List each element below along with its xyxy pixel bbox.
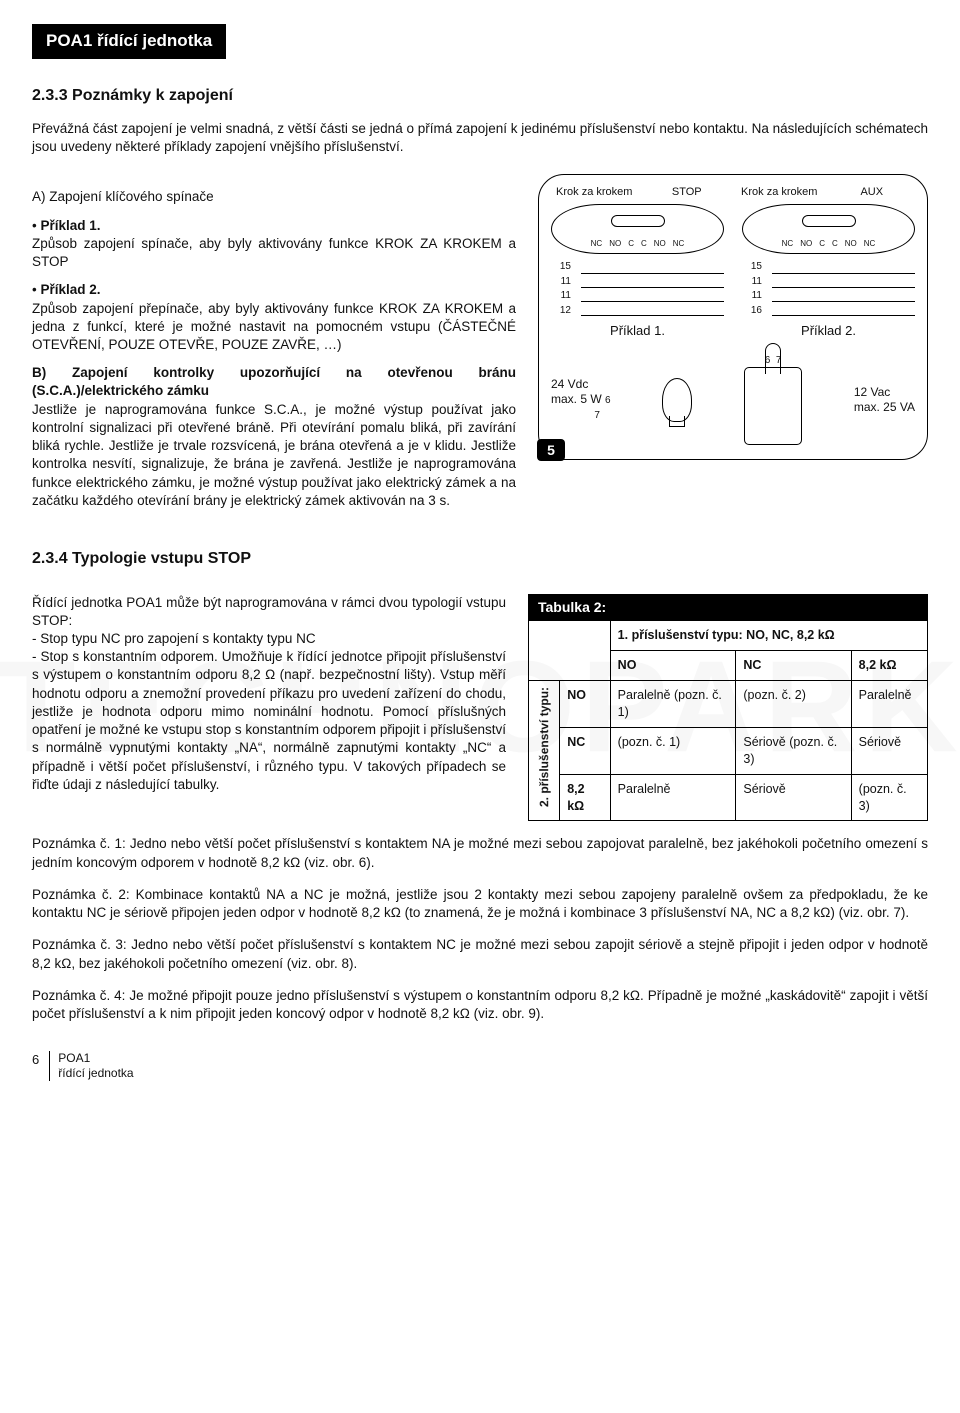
ex2-text: Způsob zapojení přepínače, aby byly akti… xyxy=(32,301,516,352)
page-footer: 6 POA1 řídící jednotka xyxy=(32,1051,928,1081)
footer-t2: řídící jednotka xyxy=(58,1066,133,1080)
dlabel-d: AUX xyxy=(829,185,916,200)
sub-a-heading: A) Zapojení klíčového spínače xyxy=(32,188,516,206)
switch-2: NC NO C C NO NC xyxy=(742,204,915,254)
switch-1: NC NO C C NO NC xyxy=(551,204,724,254)
ex1-label: Příklad 1. xyxy=(40,218,100,233)
section-233-heading: 2.3.3 Poznámky k zapojení xyxy=(32,85,928,107)
figure-badge: 5 xyxy=(537,439,565,461)
note-1: Poznámka č. 1: Jedno nebo větší počet př… xyxy=(32,835,928,871)
diagram-cap2: Příklad 2. xyxy=(742,322,915,340)
note-2: Poznámka č. 2: Kombinace kontaktů NA a N… xyxy=(32,886,928,922)
wiring-diagram: Krok za krokem STOP Krok za krokem AUX N… xyxy=(538,174,928,460)
page-title-badge: POA1 řídící jednotka xyxy=(32,24,226,59)
dlabel-a: Krok za krokem xyxy=(551,185,638,200)
sub-b-label: B) Zapojení kontrolky upozorňující na ot… xyxy=(32,365,516,398)
dlabel-b: STOP xyxy=(644,185,731,200)
sub-b-text: Jestliže je naprogramována funkce S.C.A.… xyxy=(32,402,516,508)
section-233-intro: Převážná část zapojení je velmi snadná, … xyxy=(32,120,928,156)
footer-t1: POA1 xyxy=(58,1051,90,1065)
table2-sidehead: 2. příslušenství typu: xyxy=(536,687,552,807)
note-4: Poznámka č. 4: Je možné připojit pouze j… xyxy=(32,987,928,1023)
ex1-text: Způsob zapojení spínače, aby byly aktivo… xyxy=(32,236,516,269)
section-234-heading: 2.3.4 Typologie vstupu STOP xyxy=(32,548,928,570)
lock-label: 12 Vac max. 25 VA xyxy=(854,385,915,415)
diagram-cap1: Příklad 1. xyxy=(551,322,724,340)
bulb-icon xyxy=(662,378,692,422)
table2-tophead: 1. příslušenství typu: NO, NC, 8,2 kΩ xyxy=(610,621,927,651)
ex2-label: Příklad 2. xyxy=(40,282,100,297)
dlabel-c: Krok za krokem xyxy=(736,185,823,200)
bulb-label: 24 Vdc max. 5 W 6 7 xyxy=(551,377,611,423)
table2-title: Tabulka 2: xyxy=(528,594,928,621)
page-number: 6 xyxy=(32,1051,39,1069)
table2: 1. příslušenství typu: NO, NC, 8,2 kΩ NO… xyxy=(528,620,928,821)
note-3: Poznámka č. 3: Jedno nebo větší počet př… xyxy=(32,936,928,972)
section-234-body: Řídící jednotka POA1 může být naprogramo… xyxy=(32,594,506,822)
lock-icon xyxy=(744,367,802,445)
